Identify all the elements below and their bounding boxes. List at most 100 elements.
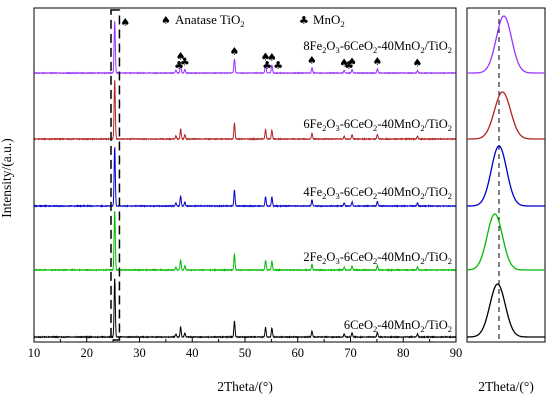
main-plot-frame — [33, 7, 457, 343]
series-line — [33, 21, 456, 75]
zoom-curves — [466, 15, 545, 338]
series-label-part: 2 — [420, 123, 424, 133]
series-label-part: 2 — [420, 256, 424, 266]
main-x-ticks: 10 20 30 40 50 60 70 80 90 — [28, 337, 463, 360]
series-label-part: 2 — [373, 256, 377, 266]
series-label-part: 2 — [448, 191, 452, 201]
series-label-part: 2 — [373, 45, 377, 55]
series-label-part: 3 — [335, 45, 339, 55]
series-label-part: -6CeO — [340, 39, 373, 53]
series-label-part: 2 — [420, 191, 424, 201]
series-label-part: -40MnO — [377, 185, 420, 199]
series-label-part: -40MnO — [377, 250, 420, 264]
series-label-part: -6CeO — [340, 250, 373, 264]
x-tick-label: 60 — [292, 346, 305, 360]
series-label-part: 2 — [420, 45, 424, 55]
x-tick-label: 70 — [344, 346, 357, 360]
series-label: 2Fe2O3-6CeO2-40MnO2/TiO2 — [303, 250, 452, 266]
series-labels: 8Fe2O3-6CeO2-40MnO2/TiO26Fe2O3-6CeO2-40M… — [303, 39, 452, 334]
anatase-marker: ♠ — [307, 54, 317, 67]
mno2-marker: ♣ — [180, 55, 190, 68]
series-label-part: 2 — [322, 123, 326, 133]
series-label-part: /TiO — [425, 39, 448, 53]
anatase-marker: ♠ — [267, 51, 277, 64]
series-label-part: 3 — [335, 191, 339, 201]
zoom-plot-frame — [466, 7, 546, 343]
series-label-part: -6CeO — [340, 185, 373, 199]
series-label-part: /TiO — [425, 318, 448, 332]
series-label-part: 2 — [448, 123, 452, 133]
series-label-part: -40MnO — [377, 39, 420, 53]
anatase-marker: ♠ — [176, 50, 186, 63]
series-label-part: 2 — [322, 45, 326, 55]
series-label-part: /TiO — [425, 250, 448, 264]
mno2-marker: ♣ — [262, 59, 272, 72]
x-tick-label: 20 — [81, 346, 94, 360]
series-label-part: 3 — [335, 256, 339, 266]
series-label-part: 2Fe — [303, 250, 322, 264]
x-tick-label: 40 — [186, 346, 199, 360]
series-label-part: O — [326, 117, 335, 131]
main-x-axis-title: 2Theta/(°) — [217, 379, 273, 394]
zoom-series-line — [467, 145, 545, 207]
series-label-part: -40MnO — [377, 117, 420, 131]
mno2-marker: ♣ — [344, 59, 354, 72]
series-label-part: O — [326, 250, 335, 264]
main-curves — [33, 21, 457, 339]
series-label-part: 2 — [448, 324, 452, 334]
anatase-marker: ♠ — [230, 45, 240, 58]
x-tick-label: 80 — [397, 346, 410, 360]
anatase-marker: ♠ — [413, 56, 423, 69]
mno2-marker: ♣ — [174, 59, 184, 72]
series-label-part: -6CeO — [340, 117, 373, 131]
series-label-part: 2 — [373, 191, 377, 201]
series-label-part: 2 — [373, 324, 377, 334]
series-label-part: /TiO — [425, 185, 448, 199]
series-label-part: /TiO — [425, 117, 448, 131]
series-line — [33, 210, 456, 272]
legend-anatase-symbol: ♠ — [161, 14, 171, 27]
zoom-series-line — [466, 213, 545, 271]
series-label-part: 2 — [448, 256, 452, 266]
anatase-marker: ♠ — [339, 56, 349, 69]
legend-mno2-label: MnO2 — [313, 12, 345, 29]
series-label-part: 8Fe — [303, 39, 322, 53]
zoom-series-line — [467, 91, 545, 140]
peak-markers: ♠♠ ♠ ♠♠ ♠ ♠♠ ♠ ♠♣♣ ♣ ♣ ♣ — [120, 16, 422, 72]
series-label-part: 2 — [420, 324, 424, 334]
legend: ♠ Anatase TiO2 ♣ MnO2 — [161, 12, 345, 29]
series-label-part: 2 — [448, 45, 452, 55]
x-tick-label: 30 — [133, 346, 146, 360]
legend-anatase-label: Anatase TiO2 — [175, 12, 245, 29]
series-label: 8Fe2O3-6CeO2-40MnO2/TiO2 — [303, 39, 452, 55]
anatase-marker: ♠ — [261, 51, 271, 64]
series-label-part: -40MnO — [377, 318, 420, 332]
series-label-part: 2 — [322, 191, 326, 201]
x-tick-label: 50 — [239, 346, 252, 360]
series-line — [33, 79, 456, 141]
zoom-x-axis-title: 2Theta/(°) — [478, 379, 534, 394]
series-label-part: 2 — [373, 123, 377, 133]
series-label: 4Fe2O3-6CeO2-40MnO2/TiO2 — [303, 185, 452, 201]
series-label-part: 3 — [335, 123, 339, 133]
mno2-marker: ♣ — [273, 59, 283, 72]
series-label-part: O — [326, 185, 335, 199]
zoom-series-line — [467, 15, 545, 74]
anatase-marker: ♠ — [347, 55, 357, 68]
anatase-marker: ♠ — [120, 16, 130, 29]
x-tick-label: 10 — [28, 346, 41, 360]
series-label-part: 4Fe — [303, 185, 322, 199]
highlight-box — [110, 9, 121, 341]
series-label: 6CeO2-40MnO2/TiO2 — [344, 318, 452, 334]
series-label: 6Fe2O3-6CeO2-40MnO2/TiO2 — [303, 117, 452, 133]
x-tick-label: 90 — [450, 346, 463, 360]
series-label-part: 2 — [322, 256, 326, 266]
series-line — [33, 146, 457, 208]
series-line — [33, 278, 457, 339]
series-label-part: 6CeO — [344, 318, 373, 332]
legend-mno2-symbol: ♣ — [299, 14, 309, 27]
series-label-part: 6Fe — [303, 117, 322, 131]
series-label-part: O — [326, 39, 335, 53]
anatase-marker: ♠ — [372, 55, 382, 68]
